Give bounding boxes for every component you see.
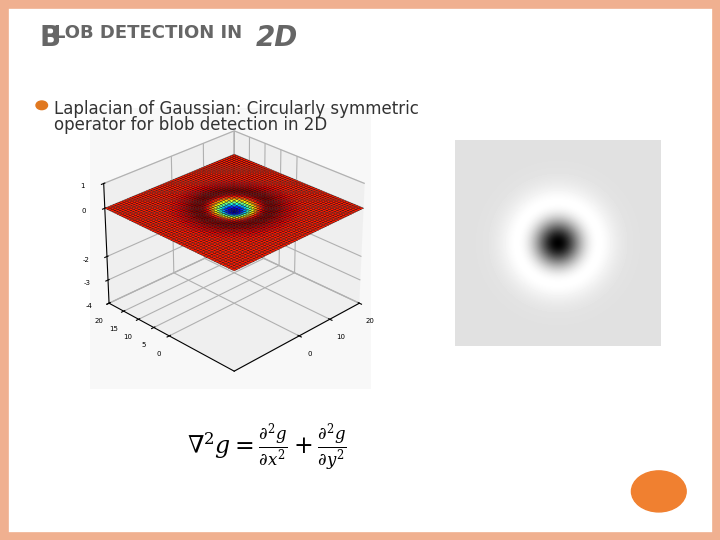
Text: B: B [40, 24, 60, 52]
Text: $\nabla^2 g = \frac{\partial^2 g}{\partial x^2} + \frac{\partial^2 g}{\partial y: $\nabla^2 g = \frac{\partial^2 g}{\parti… [186, 422, 346, 474]
Text: Laplacian of Gaussian: Circularly symmetric: Laplacian of Gaussian: Circularly symmet… [54, 100, 419, 118]
Text: LOB DETECTION IN: LOB DETECTION IN [54, 24, 248, 42]
Text: operator for blob detection in 2D: operator for blob detection in 2D [54, 116, 328, 134]
Text: 2D: 2D [256, 24, 298, 52]
